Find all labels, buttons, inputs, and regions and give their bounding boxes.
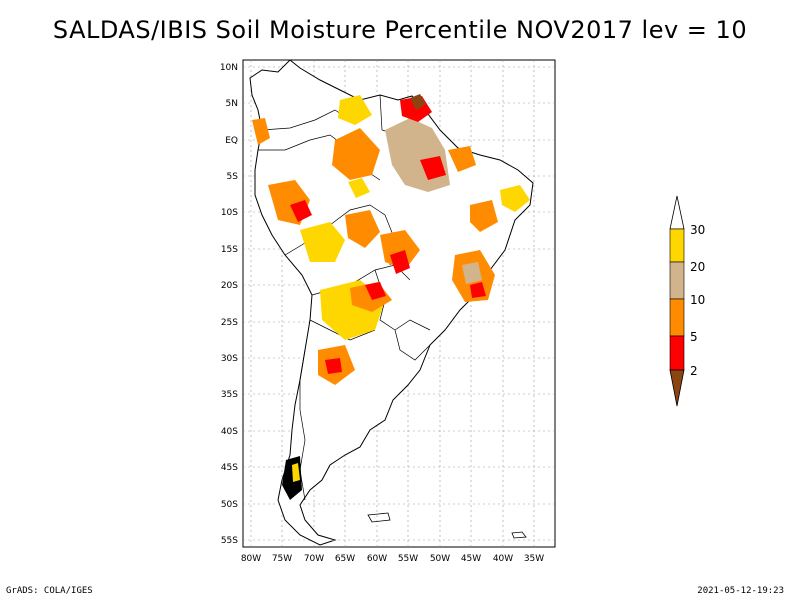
- lon-tick-label: 55W: [398, 554, 418, 564]
- lat-tick-label: 55S: [221, 536, 238, 546]
- lon-tick-label: 40W: [493, 554, 513, 564]
- colorbar-legend: 30 20 10 5 2: [669, 195, 705, 407]
- colorbar-segment: [669, 261, 685, 300]
- footer-timestamp: 2021-05-12-19:23: [697, 586, 784, 596]
- lat-tick-label: 20S: [221, 281, 238, 291]
- lon-tick-labels: 80W 75W 70W 65W 60W 55W 50W 45W 40W 35W: [241, 554, 544, 564]
- lat-tick-label: 40S: [221, 427, 238, 437]
- lon-tick-label: 45W: [461, 554, 481, 564]
- lon-tick-label: 50W: [430, 554, 450, 564]
- colorbar-tick-label: 30: [690, 223, 705, 237]
- lat-tick-label: 25S: [221, 318, 238, 328]
- lon-tick-label: 35W: [524, 554, 544, 564]
- lat-tick-label: 30S: [221, 354, 238, 364]
- lat-tick-label: EQ: [225, 136, 238, 146]
- lat-tick-label: 10S: [221, 208, 238, 218]
- lat-tick-label: 50S: [221, 500, 238, 510]
- lat-tick-label: 35S: [221, 390, 238, 400]
- colorbar-tick-label: 10: [690, 293, 705, 307]
- lat-tick-labels: 10N 5N EQ 5S 10S 15S 20S 25S 30S 35S 40S…: [220, 63, 238, 546]
- lat-tick-label: 15S: [221, 245, 238, 255]
- lon-tick-label: 65W: [335, 554, 355, 564]
- footer-credit: GrADS: COLA/IGES: [6, 586, 93, 596]
- colorbar-top-arrow: [669, 195, 685, 230]
- colorbar-bottom-arrow: [669, 369, 685, 407]
- colorbar-segment: [669, 335, 685, 371]
- lon-tick-label: 60W: [367, 554, 387, 564]
- lat-tick-label: 5N: [226, 99, 238, 109]
- lon-tick-label: 75W: [272, 554, 292, 564]
- lat-tick-label: 45S: [221, 463, 238, 473]
- lon-tick-label: 70W: [304, 554, 324, 564]
- percentile-shading: [252, 94, 530, 500]
- lat-tick-label: 10N: [220, 63, 238, 73]
- falkland-islands: [367, 512, 391, 523]
- colorbar-segment: [669, 228, 685, 263]
- island-east: [511, 531, 527, 539]
- map-title: SALDAS/IBIS Soil Moisture Percentile NOV…: [52, 16, 748, 44]
- lat-tick-label: 5S: [227, 172, 239, 182]
- colorbar-tick-label: 5: [690, 330, 698, 344]
- colorbar-segment: [669, 298, 685, 337]
- colorbar-tick-label: 2: [690, 364, 698, 378]
- colorbar-tick-label: 20: [690, 260, 705, 274]
- lon-tick-label: 80W: [241, 554, 261, 564]
